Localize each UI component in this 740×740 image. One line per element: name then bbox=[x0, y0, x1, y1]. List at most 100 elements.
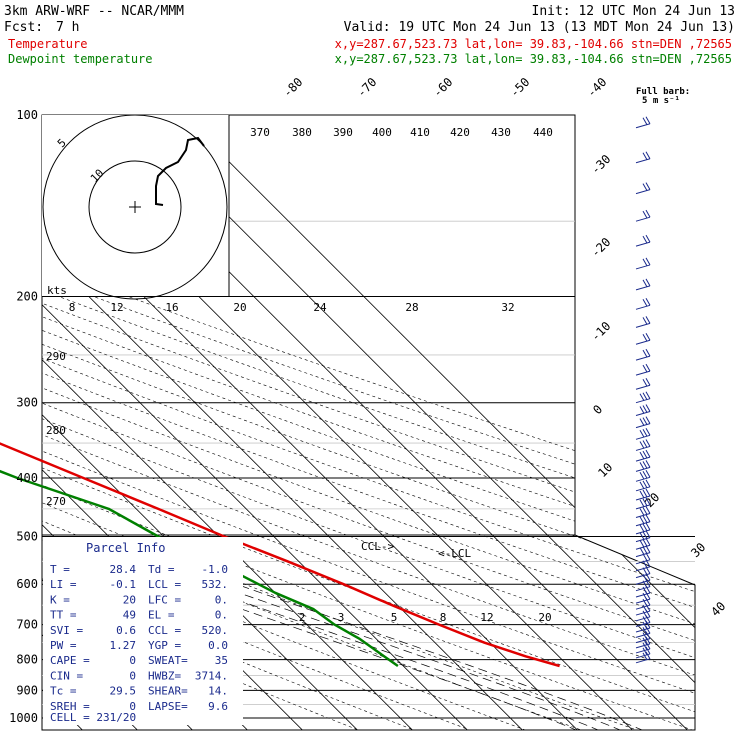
wind-barb-flag bbox=[645, 646, 651, 655]
wind-barb-flag bbox=[642, 642, 648, 651]
parcel-key-left: T = bbox=[50, 563, 70, 576]
pressure-label-300: 300 bbox=[16, 396, 38, 410]
mixing-ratio-label-28: 28 bbox=[405, 301, 418, 314]
mixing-ratio-lower-label-8: 8 bbox=[440, 611, 447, 624]
wind-barb-flag bbox=[642, 364, 648, 373]
isotherm-20 bbox=[42, 194, 383, 535]
legend-dewpoint-name: Dewpoint temperature bbox=[8, 52, 153, 66]
init-time: Init: 12 UTC Mon 24 Jun 13 bbox=[532, 4, 736, 19]
wind-barb-staff bbox=[635, 434, 651, 440]
wind-barb-flag bbox=[645, 278, 651, 287]
wind-barb-staff bbox=[635, 658, 651, 664]
wind-barb-flag bbox=[639, 393, 645, 401]
wind-barb-flag bbox=[639, 451, 645, 460]
wind-barb-flag bbox=[639, 490, 645, 499]
wind-barb-flag bbox=[642, 379, 648, 387]
wind-barb-staff bbox=[635, 339, 651, 345]
wind-barb-staff bbox=[635, 384, 651, 390]
wind-barb-flag bbox=[645, 545, 651, 553]
wind-barb-flag bbox=[645, 552, 651, 561]
parcel-value-right: 0. bbox=[215, 609, 228, 622]
wind-barb-flag bbox=[645, 257, 651, 266]
isotherm-label--30: -30 bbox=[588, 152, 613, 177]
isotherm-label--70: -70 bbox=[354, 75, 379, 100]
wind-barb-staff bbox=[635, 521, 651, 527]
wind-barb-flag bbox=[642, 507, 648, 515]
isotherm-10 bbox=[42, 249, 328, 535]
theta-left-label-290: 290 bbox=[46, 350, 66, 363]
moist-adiabat-32 bbox=[131, 546, 645, 730]
isotherm-lower-10 bbox=[42, 535, 524, 730]
isotherm-label--80: -80 bbox=[280, 75, 305, 100]
theta-label-380: 380 bbox=[292, 126, 312, 139]
parcel-value-left: 28.4 bbox=[110, 563, 137, 576]
wind-barb-staff bbox=[635, 592, 651, 598]
wind-barb-flag bbox=[645, 572, 651, 581]
parcel-value-right: -1.0 bbox=[202, 563, 229, 576]
parcel-value-left: 0 bbox=[129, 700, 136, 713]
parcel-key-left: SVI = bbox=[50, 624, 83, 637]
forecast-label: Fcst: bbox=[4, 20, 43, 35]
wind-barb-flag bbox=[645, 620, 651, 629]
wind-barb-flag bbox=[645, 530, 651, 538]
parcel-value-right: 14. bbox=[208, 685, 228, 698]
isotherm-label-30: 30 bbox=[688, 540, 708, 560]
wind-barb-staff bbox=[635, 285, 651, 291]
wind-barb-flag bbox=[645, 497, 651, 506]
wind-barb-flag bbox=[642, 461, 648, 469]
wind-barb-flag bbox=[639, 516, 645, 525]
wind-barb-flag bbox=[645, 234, 651, 243]
theta-label-440: 440 bbox=[533, 126, 553, 139]
parcel-key-right: YGP = bbox=[148, 639, 181, 652]
parcel-value-left: 0 bbox=[129, 654, 136, 667]
wind-barb-staff bbox=[635, 486, 651, 492]
parcel-key-left: SREH = bbox=[50, 700, 90, 713]
wind-barb-staff bbox=[635, 123, 651, 129]
pressure-label-800: 800 bbox=[16, 653, 38, 667]
pressure-label-200: 200 bbox=[16, 290, 38, 304]
wind-barb-flag bbox=[645, 378, 651, 386]
theta-label-420: 420 bbox=[450, 126, 470, 139]
parcel-value-left: 20 bbox=[123, 593, 136, 606]
wind-barb-flag bbox=[645, 641, 651, 650]
forecast-hours: 7 h bbox=[56, 20, 79, 35]
theta-left-label-270: 270 bbox=[46, 495, 66, 508]
parcel-key-right: HWBZ= bbox=[148, 669, 181, 682]
parcel-value-left: 29.5 bbox=[110, 685, 137, 698]
dry-adiabat-lower-270 bbox=[42, 535, 472, 730]
model-title: 3km ARW-WRF -- NCAR/MMM bbox=[4, 4, 184, 19]
wind-barb-flag bbox=[645, 651, 651, 660]
wind-barb-flag bbox=[645, 416, 651, 424]
wind-barb-flag bbox=[645, 439, 651, 447]
wind-barb-flag bbox=[642, 652, 648, 661]
wind-barb-flag bbox=[642, 637, 648, 646]
parcel-value-left: 1.27 bbox=[110, 639, 137, 652]
pressure-label-700: 700 bbox=[16, 618, 38, 632]
mixing-ratio-lower-label-3: 3 bbox=[338, 611, 345, 624]
isotherm-label-0: 0 bbox=[590, 402, 605, 417]
pressure-label-1000: 1000 bbox=[9, 711, 38, 725]
wind-barb-flag bbox=[642, 152, 648, 160]
pressure-label-600: 600 bbox=[16, 577, 38, 591]
parcel-value-left: 0 bbox=[129, 669, 136, 682]
barb-legend-line1: Full barb: bbox=[636, 87, 690, 97]
isotherm-label--60: -60 bbox=[430, 75, 455, 100]
wind-barb-flag bbox=[645, 298, 651, 306]
wind-barb-flag bbox=[642, 417, 648, 425]
sounding-profiles bbox=[0, 442, 560, 668]
parcel-key-left: PW = bbox=[50, 639, 77, 652]
wind-barb-flag bbox=[642, 450, 648, 459]
valid-time: Valid: 19 UTC Mon 24 Jun 13 (13 MDT Mon … bbox=[344, 20, 735, 35]
dry-adiabat-410 bbox=[42, 329, 575, 522]
wind-barb-flag bbox=[642, 498, 648, 507]
wind-barb-staff bbox=[635, 158, 651, 164]
wind-barb-flag bbox=[645, 603, 651, 612]
wind-barb-flag bbox=[645, 391, 651, 399]
legend-temperature-info: x,y=287.67,523.73 lat,lon= 39.83,-104.66… bbox=[335, 37, 732, 51]
wind-barb-flag bbox=[639, 540, 645, 548]
parcel-value-right: 520. bbox=[202, 624, 229, 637]
wind-barb-staff bbox=[635, 604, 651, 610]
mixing-ratio-label-8: 8 bbox=[69, 301, 76, 314]
wind-barb-flag bbox=[642, 235, 648, 244]
wind-barb-flag bbox=[645, 116, 651, 125]
